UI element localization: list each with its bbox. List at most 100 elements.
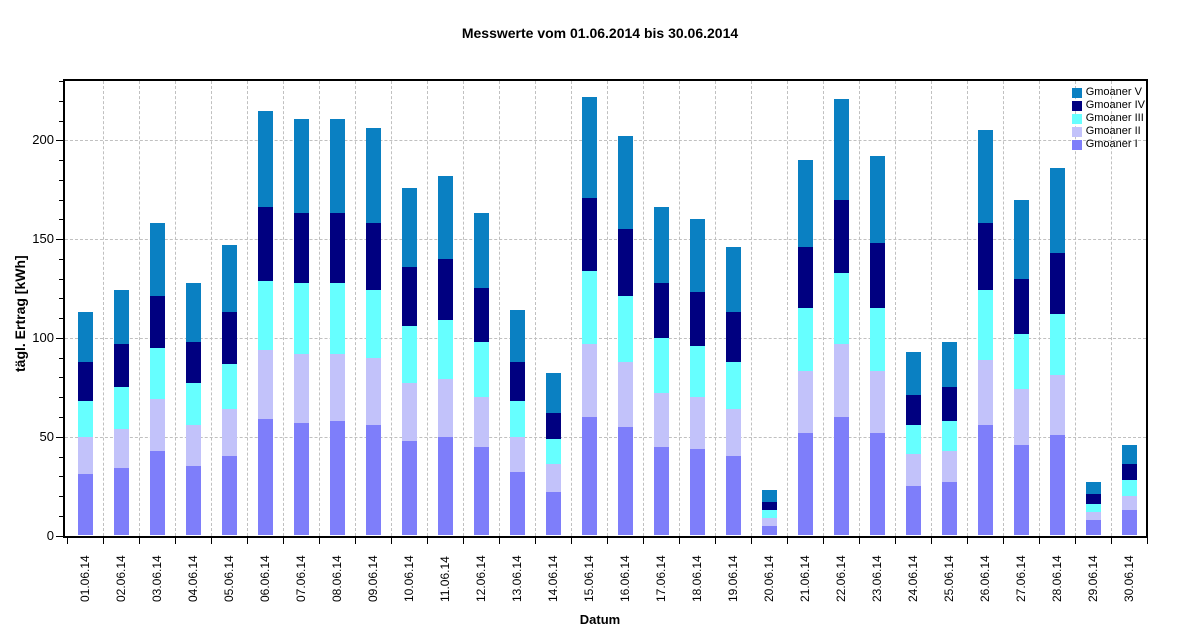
bar-segment bbox=[617, 361, 633, 427]
bar-segment bbox=[365, 290, 381, 358]
gridline-vertical bbox=[247, 81, 248, 536]
x-tick-label: 04.06.14 bbox=[186, 555, 200, 602]
bar-segment bbox=[257, 280, 273, 350]
bar-segment bbox=[689, 292, 705, 346]
bar-segment bbox=[689, 397, 705, 449]
bar-segment bbox=[401, 383, 417, 441]
gridline-vertical bbox=[139, 81, 140, 536]
y-minor-tick bbox=[59, 377, 63, 379]
y-minor-tick bbox=[59, 357, 63, 359]
x-tick bbox=[283, 537, 284, 544]
x-tick-label: 05.06.14 bbox=[222, 555, 236, 602]
bar-segment bbox=[473, 446, 489, 536]
x-tick-label: 25.06.14 bbox=[942, 555, 956, 602]
legend-swatch-icon bbox=[1071, 87, 1082, 98]
gridline-vertical bbox=[499, 81, 500, 536]
x-tick-label: 21.06.14 bbox=[798, 555, 812, 602]
bar-segment bbox=[473, 397, 489, 447]
bar-segment bbox=[113, 428, 129, 469]
bar-segment bbox=[1013, 389, 1029, 445]
x-tick-label: 10.06.14 bbox=[402, 555, 416, 602]
y-major-tick bbox=[56, 436, 63, 438]
legend-label: Gmoaner II bbox=[1085, 125, 1141, 137]
bar-segment bbox=[581, 343, 597, 417]
gridline-vertical bbox=[1039, 81, 1040, 536]
bar-segment bbox=[113, 343, 129, 388]
bar-segment bbox=[869, 156, 885, 244]
bar-segment bbox=[725, 312, 741, 362]
bar-segment bbox=[833, 416, 849, 536]
x-tick-label: 14.06.14 bbox=[546, 555, 560, 602]
bar-segment bbox=[149, 296, 165, 348]
y-minor-tick bbox=[59, 456, 63, 458]
gridline-vertical bbox=[571, 81, 572, 536]
bar-segment bbox=[761, 517, 777, 526]
x-tick bbox=[967, 537, 968, 544]
bar-segment bbox=[689, 345, 705, 398]
bar-segment bbox=[1013, 199, 1029, 279]
legend-item: Gmoaner I bbox=[1071, 138, 1145, 151]
bar-segment bbox=[437, 320, 453, 380]
bar-segment bbox=[257, 110, 273, 208]
x-tick bbox=[103, 537, 104, 544]
gridline-vertical bbox=[283, 81, 284, 536]
y-minor-tick bbox=[59, 416, 63, 418]
bar-segment bbox=[797, 246, 813, 309]
bar-segment bbox=[329, 420, 345, 536]
x-tick-label: 06.06.14 bbox=[258, 555, 272, 602]
bar-segment bbox=[1049, 314, 1065, 376]
x-tick bbox=[679, 537, 680, 544]
gridline-vertical bbox=[103, 81, 104, 536]
bar-segment bbox=[437, 258, 453, 321]
gridline-vertical bbox=[1075, 81, 1076, 536]
bar-segment bbox=[653, 337, 669, 394]
x-tick bbox=[427, 537, 428, 544]
bar-segment bbox=[941, 482, 957, 536]
legend-label: Gmoaner III bbox=[1085, 112, 1144, 124]
bar-segment bbox=[761, 501, 777, 510]
x-tick bbox=[391, 537, 392, 544]
legend-item: Gmoaner V bbox=[1071, 86, 1145, 99]
x-tick-label: 08.06.14 bbox=[330, 555, 344, 602]
x-tick-label: 03.06.14 bbox=[150, 555, 164, 602]
bar-segment bbox=[977, 130, 993, 224]
bar-segment bbox=[761, 509, 777, 518]
gridline-vertical bbox=[679, 81, 680, 536]
x-tick-label: 15.06.14 bbox=[582, 555, 596, 602]
legend-swatch-icon bbox=[1071, 100, 1082, 111]
bar-segment bbox=[905, 395, 921, 425]
y-minor-tick bbox=[59, 199, 63, 201]
x-tick bbox=[895, 537, 896, 544]
x-tick bbox=[931, 537, 932, 544]
gridline-vertical bbox=[967, 81, 968, 536]
x-tick-label: 23.06.14 bbox=[870, 555, 884, 602]
bar-segment bbox=[869, 308, 885, 372]
gridline-vertical bbox=[787, 81, 788, 536]
bar-segment bbox=[437, 436, 453, 536]
bar-segment bbox=[941, 387, 957, 421]
x-tick bbox=[1111, 537, 1112, 544]
bar-segment bbox=[401, 187, 417, 267]
gridline-vertical bbox=[1111, 81, 1112, 536]
gridline-vertical bbox=[463, 81, 464, 536]
bar-segment bbox=[1049, 375, 1065, 435]
x-tick-label: 09.06.14 bbox=[366, 555, 380, 602]
bar-segment bbox=[797, 371, 813, 433]
bar-segment bbox=[725, 246, 741, 313]
gridline-vertical bbox=[895, 81, 896, 536]
bar-segment bbox=[473, 341, 489, 398]
legend-label: Gmoaner V bbox=[1085, 86, 1142, 98]
x-tick-label: 22.06.14 bbox=[834, 555, 848, 602]
y-tick-label: 200 bbox=[32, 132, 54, 148]
legend-swatch-icon bbox=[1071, 139, 1082, 150]
bar-segment bbox=[365, 424, 381, 536]
legend-label: Gmoaner I bbox=[1085, 138, 1138, 150]
bar-segment bbox=[221, 245, 237, 313]
x-tick-label: 28.06.14 bbox=[1050, 555, 1064, 602]
bar-segment bbox=[257, 418, 273, 536]
gridline-vertical bbox=[319, 81, 320, 536]
y-minor-tick bbox=[59, 160, 63, 161]
bar-segment bbox=[185, 383, 201, 425]
bar-segment bbox=[941, 341, 957, 388]
